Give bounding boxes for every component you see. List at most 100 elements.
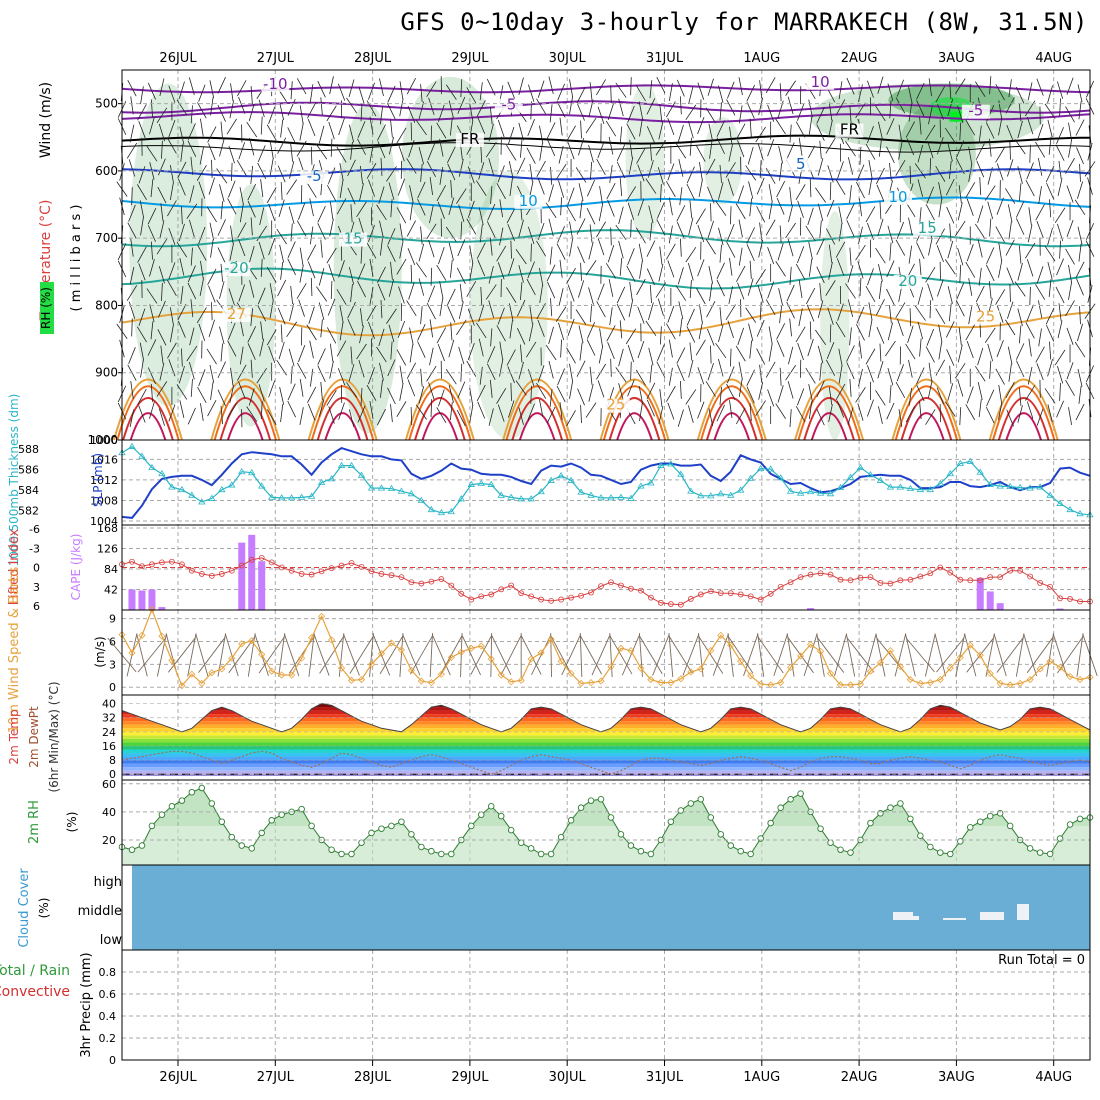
- wind-barb: [666, 181, 676, 198]
- rh-point: [1076, 815, 1084, 823]
- surface-wind-barb: [369, 633, 374, 677]
- wind-barb: [417, 198, 426, 216]
- wind-barb: [1036, 266, 1044, 284]
- wind-barb: [638, 385, 644, 404]
- rh-point: [497, 812, 505, 820]
- wind-barb: [695, 208, 706, 225]
- wind-barb: [438, 389, 445, 407]
- cape-bar: [807, 608, 815, 610]
- wind-barb: [1054, 349, 1066, 366]
- wind-barb: [947, 383, 954, 401]
- wind-barb: [228, 146, 235, 164]
- wind-barb: [746, 84, 756, 102]
- wind-barb: [196, 307, 207, 324]
- wind-barb: [865, 286, 876, 302]
- wind-barb: [390, 341, 393, 360]
- precip-tick-label: 0.6: [99, 988, 117, 1001]
- wind-barb: [410, 264, 413, 283]
- wind-barb: [210, 239, 214, 258]
- wind-barb: [907, 325, 914, 344]
- wind-barb: [168, 227, 176, 246]
- wind-barb: [597, 237, 605, 256]
- wind-barb: [490, 186, 493, 205]
- wind-barb: [138, 405, 146, 423]
- wind-barb: [629, 282, 633, 300]
- wind-barb: [759, 159, 762, 178]
- wind-barb: [756, 177, 765, 195]
- wind-barb: [298, 344, 306, 363]
- wind-barb: [229, 242, 235, 261]
- wind-barb: [190, 299, 194, 318]
- wind-barb: [716, 404, 725, 422]
- wind-barb: [1038, 328, 1042, 347]
- wind-barb: [845, 283, 856, 299]
- wind-barb: [966, 198, 974, 216]
- wind-barb: [728, 286, 734, 304]
- wind-barb: [567, 187, 575, 205]
- boundary-layer-contour: [608, 397, 661, 441]
- lifted-index-point: [717, 590, 724, 597]
- lifted-index-point: [348, 560, 355, 566]
- pressure-tick-label: 500: [95, 97, 118, 111]
- wind-barb: [868, 302, 873, 321]
- wind-barb: [246, 406, 258, 422]
- wind-barb: [358, 86, 365, 104]
- surface-wind-barb: [579, 632, 583, 678]
- wind-barb: [380, 300, 383, 319]
- wind-barb: [858, 340, 862, 359]
- wind-speed-point: [367, 660, 376, 668]
- wind-barb: [649, 142, 652, 161]
- wind-barb: [219, 281, 225, 299]
- wind-barb: [580, 262, 582, 281]
- surface-wind-barb: [228, 636, 256, 674]
- wind-barb: [336, 198, 347, 215]
- wind-barb: [396, 207, 407, 224]
- wind-barb: [1074, 341, 1086, 358]
- wind-barb: [716, 262, 725, 280]
- wind-barb: [187, 265, 196, 283]
- wind-barb: [578, 280, 585, 298]
- wind-barb: [1027, 82, 1033, 101]
- wind-barb: [181, 206, 183, 225]
- wind-barb: [230, 83, 234, 102]
- wind-barb: [786, 142, 795, 160]
- slp-point: [896, 483, 905, 490]
- contour-label-bg: [786, 157, 815, 172]
- wind-barb: [426, 365, 437, 382]
- wind-barb: [908, 103, 913, 122]
- wind-barb: [460, 79, 463, 98]
- wind-barb: [946, 349, 955, 366]
- wind-barb: [976, 160, 985, 178]
- wind-barb: [989, 218, 992, 237]
- wind-barb: [607, 102, 615, 121]
- wind-barb: [926, 186, 935, 204]
- wind-barb: [420, 84, 423, 103]
- wind-barb: [207, 126, 217, 143]
- wind-speed-point: [198, 679, 206, 687]
- wind-barb: [588, 99, 594, 118]
- lifted-index-point: [887, 580, 894, 587]
- lifted-index-point: [747, 593, 754, 600]
- wind-barb: [639, 260, 643, 279]
- lifted-index-axis-label: Lifted Index: [7, 528, 22, 605]
- wind-barb: [190, 105, 193, 124]
- wind-barb: [286, 179, 298, 195]
- wind-barb: [825, 228, 836, 245]
- wind-barb: [428, 97, 435, 116]
- rh-point: [667, 818, 675, 825]
- wind-barb: [380, 157, 383, 176]
- wind-barb: [357, 138, 366, 155]
- wind-barb: [1026, 162, 1034, 180]
- lifted-index-point: [368, 568, 375, 575]
- wind-barb: [826, 199, 835, 217]
- boundary-layer-contour: [505, 385, 569, 441]
- rh-point: [148, 822, 156, 830]
- wind-barb: [450, 180, 453, 199]
- wind-barb: [287, 98, 296, 116]
- wind-barb: [765, 219, 776, 236]
- wind-barb: [518, 77, 524, 95]
- rh-point: [398, 818, 405, 825]
- wind-barb: [188, 361, 195, 380]
- wind-barb: [1065, 248, 1075, 265]
- wind-barb: [508, 126, 515, 145]
